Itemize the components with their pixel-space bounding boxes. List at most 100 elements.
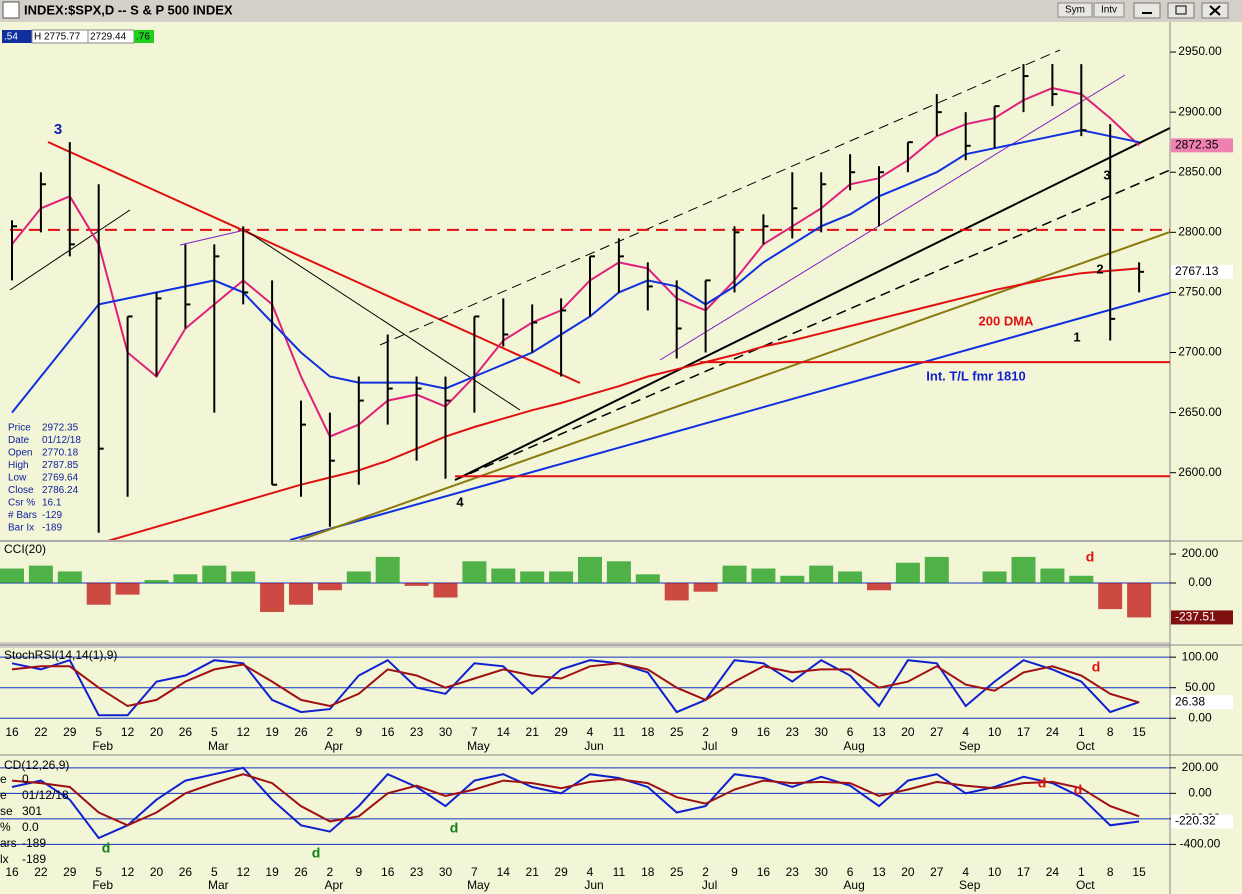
info-value: 0 — [22, 772, 29, 786]
x-tick-label: 25 — [670, 865, 684, 879]
cci-bar — [346, 571, 371, 584]
sym-label: Sym — [1065, 5, 1085, 16]
price-panel — [0, 22, 1170, 540]
info-value: 2787.85 — [42, 460, 79, 471]
cci-bar — [809, 565, 834, 584]
month-label: Feb — [92, 739, 113, 753]
cci-bar — [173, 574, 198, 584]
last-value-box — [1171, 264, 1233, 279]
cci-bar — [924, 556, 949, 584]
x-tick-label: 22 — [34, 865, 48, 879]
panel-plot — [0, 656, 1170, 719]
cci-bar — [28, 565, 53, 584]
x-tick-label: 16 — [757, 725, 771, 739]
cci-bar — [0, 568, 24, 584]
month-label: Apr — [325, 739, 344, 753]
cci-bar — [86, 583, 111, 605]
cci-bar — [895, 562, 920, 584]
info-value: 301 — [22, 804, 42, 818]
macd-panel — [0, 758, 1170, 868]
x-tick-label: 21 — [526, 725, 540, 739]
y-tick-label: 0.00 — [1188, 575, 1212, 589]
cci-bar — [606, 561, 631, 584]
intv-button[interactable] — [1093, 2, 1125, 18]
info-key: # Bars — [8, 510, 37, 521]
cci-bar — [115, 583, 140, 595]
month-label: Mar — [208, 878, 229, 892]
cci-bar — [491, 568, 516, 584]
date-axis — [0, 728, 1170, 758]
info-key: e — [0, 772, 7, 786]
y-tick-label: 2650.00 — [1178, 405, 1222, 419]
cci-bar — [549, 571, 574, 584]
indicator-line — [11, 87, 1140, 438]
x-tick-label: 16 — [381, 865, 395, 879]
cci-bar — [780, 575, 805, 584]
minimize-button[interactable] — [1133, 2, 1161, 19]
indicator-line — [11, 129, 1140, 414]
y-tick-label: 2800.00 — [1178, 224, 1222, 238]
x-tick-label: 26 — [294, 725, 308, 739]
x-tick-label: 27 — [930, 865, 944, 879]
cci-bar — [1098, 583, 1123, 610]
y-tick-label: 100.00 — [1182, 649, 1219, 663]
info-value: 0.0 — [22, 820, 39, 834]
x-tick-label: 13 — [872, 865, 886, 879]
right-axis — [1170, 22, 1242, 894]
cci-bar — [867, 583, 891, 591]
y-tick-label: 2750.00 — [1178, 285, 1222, 299]
x-tick-label: 26 — [179, 725, 193, 739]
cci-bar — [838, 571, 863, 584]
quote-value: .54 — [4, 32, 18, 43]
info-value: 2769.64 — [42, 473, 79, 484]
x-tick-label: 23 — [786, 865, 800, 879]
x-tick-label: 29 — [554, 725, 568, 739]
annotation: d — [1092, 659, 1101, 675]
maximize-button[interactable] — [1167, 2, 1195, 19]
cci-bar — [375, 556, 400, 584]
quote-box: .54 H 2775.77 2729.44 .76 — [2, 29, 154, 44]
x-tick-label: 22 — [34, 725, 48, 739]
info-value: -189 — [22, 852, 46, 866]
cci-bar — [260, 583, 285, 612]
x-tick-label: 18 — [641, 725, 655, 739]
x-tick-label: 5 — [211, 725, 218, 739]
x-tick-label: 9 — [731, 865, 738, 879]
x-tick-label: 17 — [1017, 865, 1031, 879]
cci-bar — [1011, 556, 1036, 584]
y-tick-label: 2900.00 — [1178, 104, 1222, 118]
info-box: Price 2972.35 Date 01/12/18 Open 2770.18 High 2… — [8, 423, 81, 534]
annotation: d — [1038, 775, 1047, 791]
cci-bar — [664, 583, 689, 601]
cci-bar — [202, 565, 227, 584]
month-label: Apr — [325, 878, 344, 892]
x-tick-label: 4 — [962, 725, 969, 739]
panel-plot — [0, 766, 1170, 845]
x-tick-label: 16 — [757, 865, 771, 879]
x-tick-label: 11 — [613, 725, 626, 739]
cci-bar — [578, 556, 602, 584]
month-label: May — [467, 739, 490, 753]
info-key: High — [8, 460, 29, 471]
annotation: 200 DMA — [979, 313, 1035, 328]
x-tick-label: 2 — [702, 865, 709, 879]
annotation: 3 — [1103, 167, 1110, 182]
x-tick-label: 16 — [5, 725, 19, 739]
info-key: Price — [8, 423, 31, 434]
cci-bar — [1040, 568, 1065, 584]
last-value-box — [1171, 138, 1233, 153]
quote-value: 2775.77 — [44, 32, 81, 43]
sym-button[interactable] — [1057, 2, 1093, 18]
x-tick-label: 2 — [327, 865, 334, 879]
info-value: 2786.24 — [42, 485, 79, 496]
x-tick-label: 18 — [641, 865, 655, 879]
cci-bar — [693, 583, 718, 592]
x-tick-label: 9 — [355, 725, 362, 739]
info-key: % — [0, 820, 11, 834]
cci-bar — [462, 561, 487, 584]
trendlines — [9, 49, 1170, 540]
last-value-box — [1171, 610, 1233, 625]
x-tick-label: 1 — [1078, 725, 1085, 739]
annotation: d — [312, 845, 321, 861]
quote-value: .76 — [136, 32, 150, 43]
